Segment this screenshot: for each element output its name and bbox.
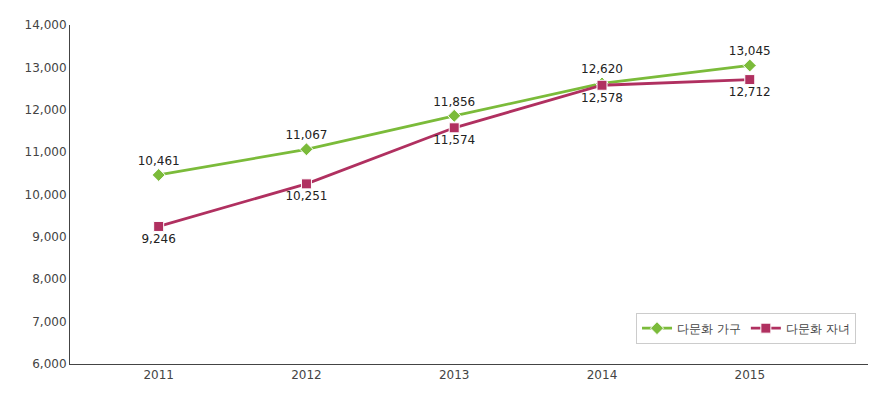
svg-text:10,251: 10,251 [285,189,327,203]
svg-text:11,000: 11,000 [25,145,67,159]
svg-text:12,000: 12,000 [25,103,67,117]
svg-text:2012: 2012 [291,368,322,382]
svg-text:2015: 2015 [735,368,766,382]
svg-text:9,246: 9,246 [141,232,175,246]
svg-text:13,045: 13,045 [729,44,771,58]
svg-text:11,856: 11,856 [433,95,475,109]
svg-text:13,000: 13,000 [25,61,67,75]
svg-text:2011: 2011 [143,368,174,382]
svg-text:9,000: 9,000 [32,230,66,244]
svg-text:12,578: 12,578 [581,91,623,105]
svg-text:10,000: 10,000 [25,188,67,202]
svg-text:2013: 2013 [439,368,470,382]
svg-text:14,000: 14,000 [25,18,67,32]
svg-text:11,067: 11,067 [285,128,327,142]
svg-text:10,461: 10,461 [138,154,180,168]
svg-text:12,620: 12,620 [581,62,623,76]
svg-text:다문화 자녀: 다문화 자녀 [786,322,850,336]
svg-text:12,712: 12,712 [729,85,771,99]
svg-text:다문화 가구: 다문화 가구 [677,322,741,336]
svg-text:11,574: 11,574 [433,133,475,147]
svg-text:7,000: 7,000 [32,315,66,329]
svg-text:8,000: 8,000 [32,272,66,286]
svg-text:2014: 2014 [587,368,618,382]
svg-text:6,000: 6,000 [32,357,66,371]
